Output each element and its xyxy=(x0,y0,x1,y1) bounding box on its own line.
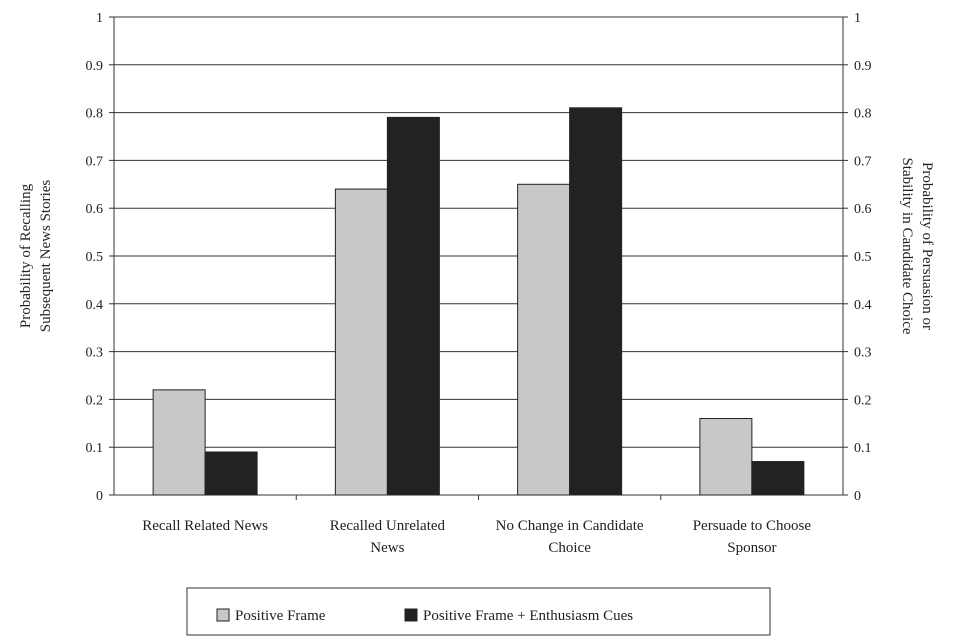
y-left-tick-label: 0.7 xyxy=(86,154,104,169)
y-axis-label-right: Stability in Candidate Choice xyxy=(899,157,915,334)
y-left-tick-label: 0.2 xyxy=(86,393,104,408)
x-category-label: Persuade to Choose xyxy=(693,518,812,534)
y-left-tick-label: 0.9 xyxy=(86,59,104,74)
y-axis-label-left: Probability of Recalling xyxy=(18,183,34,328)
y-right-tick-label: 0.9 xyxy=(854,59,872,74)
y-right-tick-label: 0.3 xyxy=(854,346,872,361)
bar xyxy=(751,461,805,496)
y-left-tick-label: 0.3 xyxy=(86,346,104,361)
bar xyxy=(334,188,388,496)
legend-swatch xyxy=(216,608,230,622)
y-right-tick-label: 0.7 xyxy=(854,154,872,169)
x-category-label: Choice xyxy=(548,540,591,556)
y-right-tick-label: 1 xyxy=(854,11,861,26)
legend-swatch xyxy=(404,608,418,622)
bar xyxy=(517,183,571,496)
y-left-tick-label: 0 xyxy=(96,489,103,504)
y-right-tick-label: 0.8 xyxy=(854,107,872,122)
y-right-tick-label: 0.6 xyxy=(854,202,872,217)
x-category-label: Recalled Unrelated xyxy=(330,518,446,534)
legend-box xyxy=(186,587,771,636)
bar xyxy=(152,389,206,496)
y-left-tick-label: 1 xyxy=(96,11,103,26)
y-left-tick-label: 0.6 xyxy=(86,202,104,217)
y-left-tick-label: 0.5 xyxy=(86,250,104,265)
x-category-label: Recall Related News xyxy=(142,518,268,534)
y-left-tick-label: 0.8 xyxy=(86,107,104,122)
bar xyxy=(386,116,440,496)
y-axis-label-left: Subsequent News Stories xyxy=(38,180,54,333)
y-right-tick-label: 0.4 xyxy=(854,298,872,313)
legend-label: Positive Frame xyxy=(235,608,326,624)
y-axis-label-right: Probability of Persuasion or xyxy=(919,162,935,330)
y-right-tick-label: 0 xyxy=(854,489,861,504)
bar xyxy=(569,107,623,496)
x-category-label: No Change in Candidate xyxy=(496,518,644,534)
y-left-tick-label: 0.4 xyxy=(86,298,104,313)
bar xyxy=(699,418,753,496)
y-right-tick-label: 0.5 xyxy=(854,250,872,265)
x-category-label: News xyxy=(370,540,404,556)
y-right-tick-label: 0.1 xyxy=(854,441,872,456)
y-left-tick-label: 0.1 xyxy=(86,441,104,456)
bar xyxy=(204,451,258,496)
legend-label: Positive Frame + Enthusiasm Cues xyxy=(423,608,633,624)
y-right-tick-label: 0.2 xyxy=(854,393,872,408)
x-category-label: Sponsor xyxy=(727,540,776,556)
